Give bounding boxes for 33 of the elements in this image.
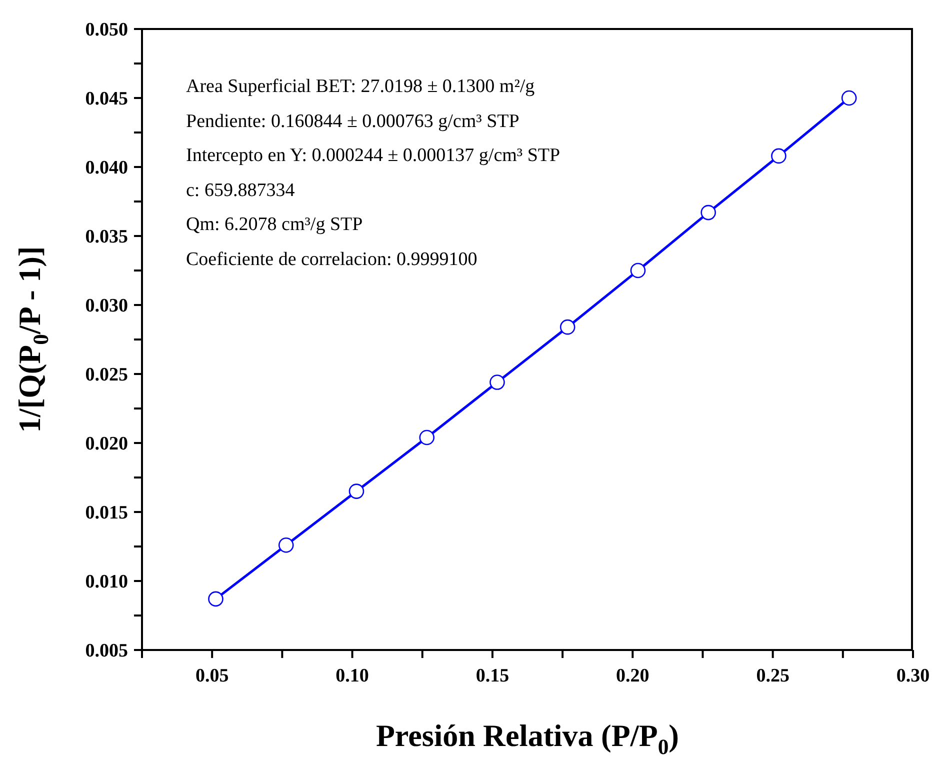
annotation: Pendiente: 0.160844 ± 0.000763 g/cm³ STP xyxy=(186,110,520,134)
y-tick-label: 0.005 xyxy=(85,640,128,662)
x-tick-label: 0.10 xyxy=(336,665,369,686)
point xyxy=(560,319,576,335)
point xyxy=(490,374,505,390)
annotation: Coeficiente de correlacion: 0.9999100 xyxy=(186,248,478,272)
x-axis-title: Presión Relativa (P/P$_{0}$) xyxy=(376,718,679,759)
point xyxy=(348,484,364,499)
x-tick-label: 0.05 xyxy=(195,665,229,686)
point xyxy=(771,148,786,164)
y-tick-label: 0.020 xyxy=(85,434,128,455)
x-tick-label: 0.30 xyxy=(896,665,930,686)
x-tick-label: 0.25 xyxy=(756,665,790,686)
y-tick-label: 0.025 xyxy=(85,364,128,386)
y-tick-label: 0.015 xyxy=(85,502,128,524)
annotation: Area Superficial BET: 27.0198 ± 0.1300 m²/g xyxy=(186,75,536,99)
annotation: Intercepto en Y: 0.000244 ± 0.000137 g/cm³ STP xyxy=(186,144,560,168)
point xyxy=(841,90,857,106)
x-tick-label: 0.20 xyxy=(616,665,650,686)
x-tick-label: 0.15 xyxy=(476,665,510,686)
annotation: c: 659.887334 xyxy=(186,178,296,202)
y-tick-label: 0.030 xyxy=(85,296,128,317)
y-tick-label: 0.040 xyxy=(85,158,128,179)
y-tick-label: 0.010 xyxy=(85,572,128,593)
y-tick-label: 0.045 xyxy=(85,88,128,110)
annotation: Qm: 6.2078 cm³/g STP xyxy=(186,213,364,237)
point xyxy=(278,537,294,553)
y-tick-label: 0.050 xyxy=(85,20,128,41)
point xyxy=(700,204,716,220)
y-tick-label: 0.035 xyxy=(85,226,128,248)
point xyxy=(630,262,646,278)
point xyxy=(419,430,434,446)
point xyxy=(208,591,224,607)
